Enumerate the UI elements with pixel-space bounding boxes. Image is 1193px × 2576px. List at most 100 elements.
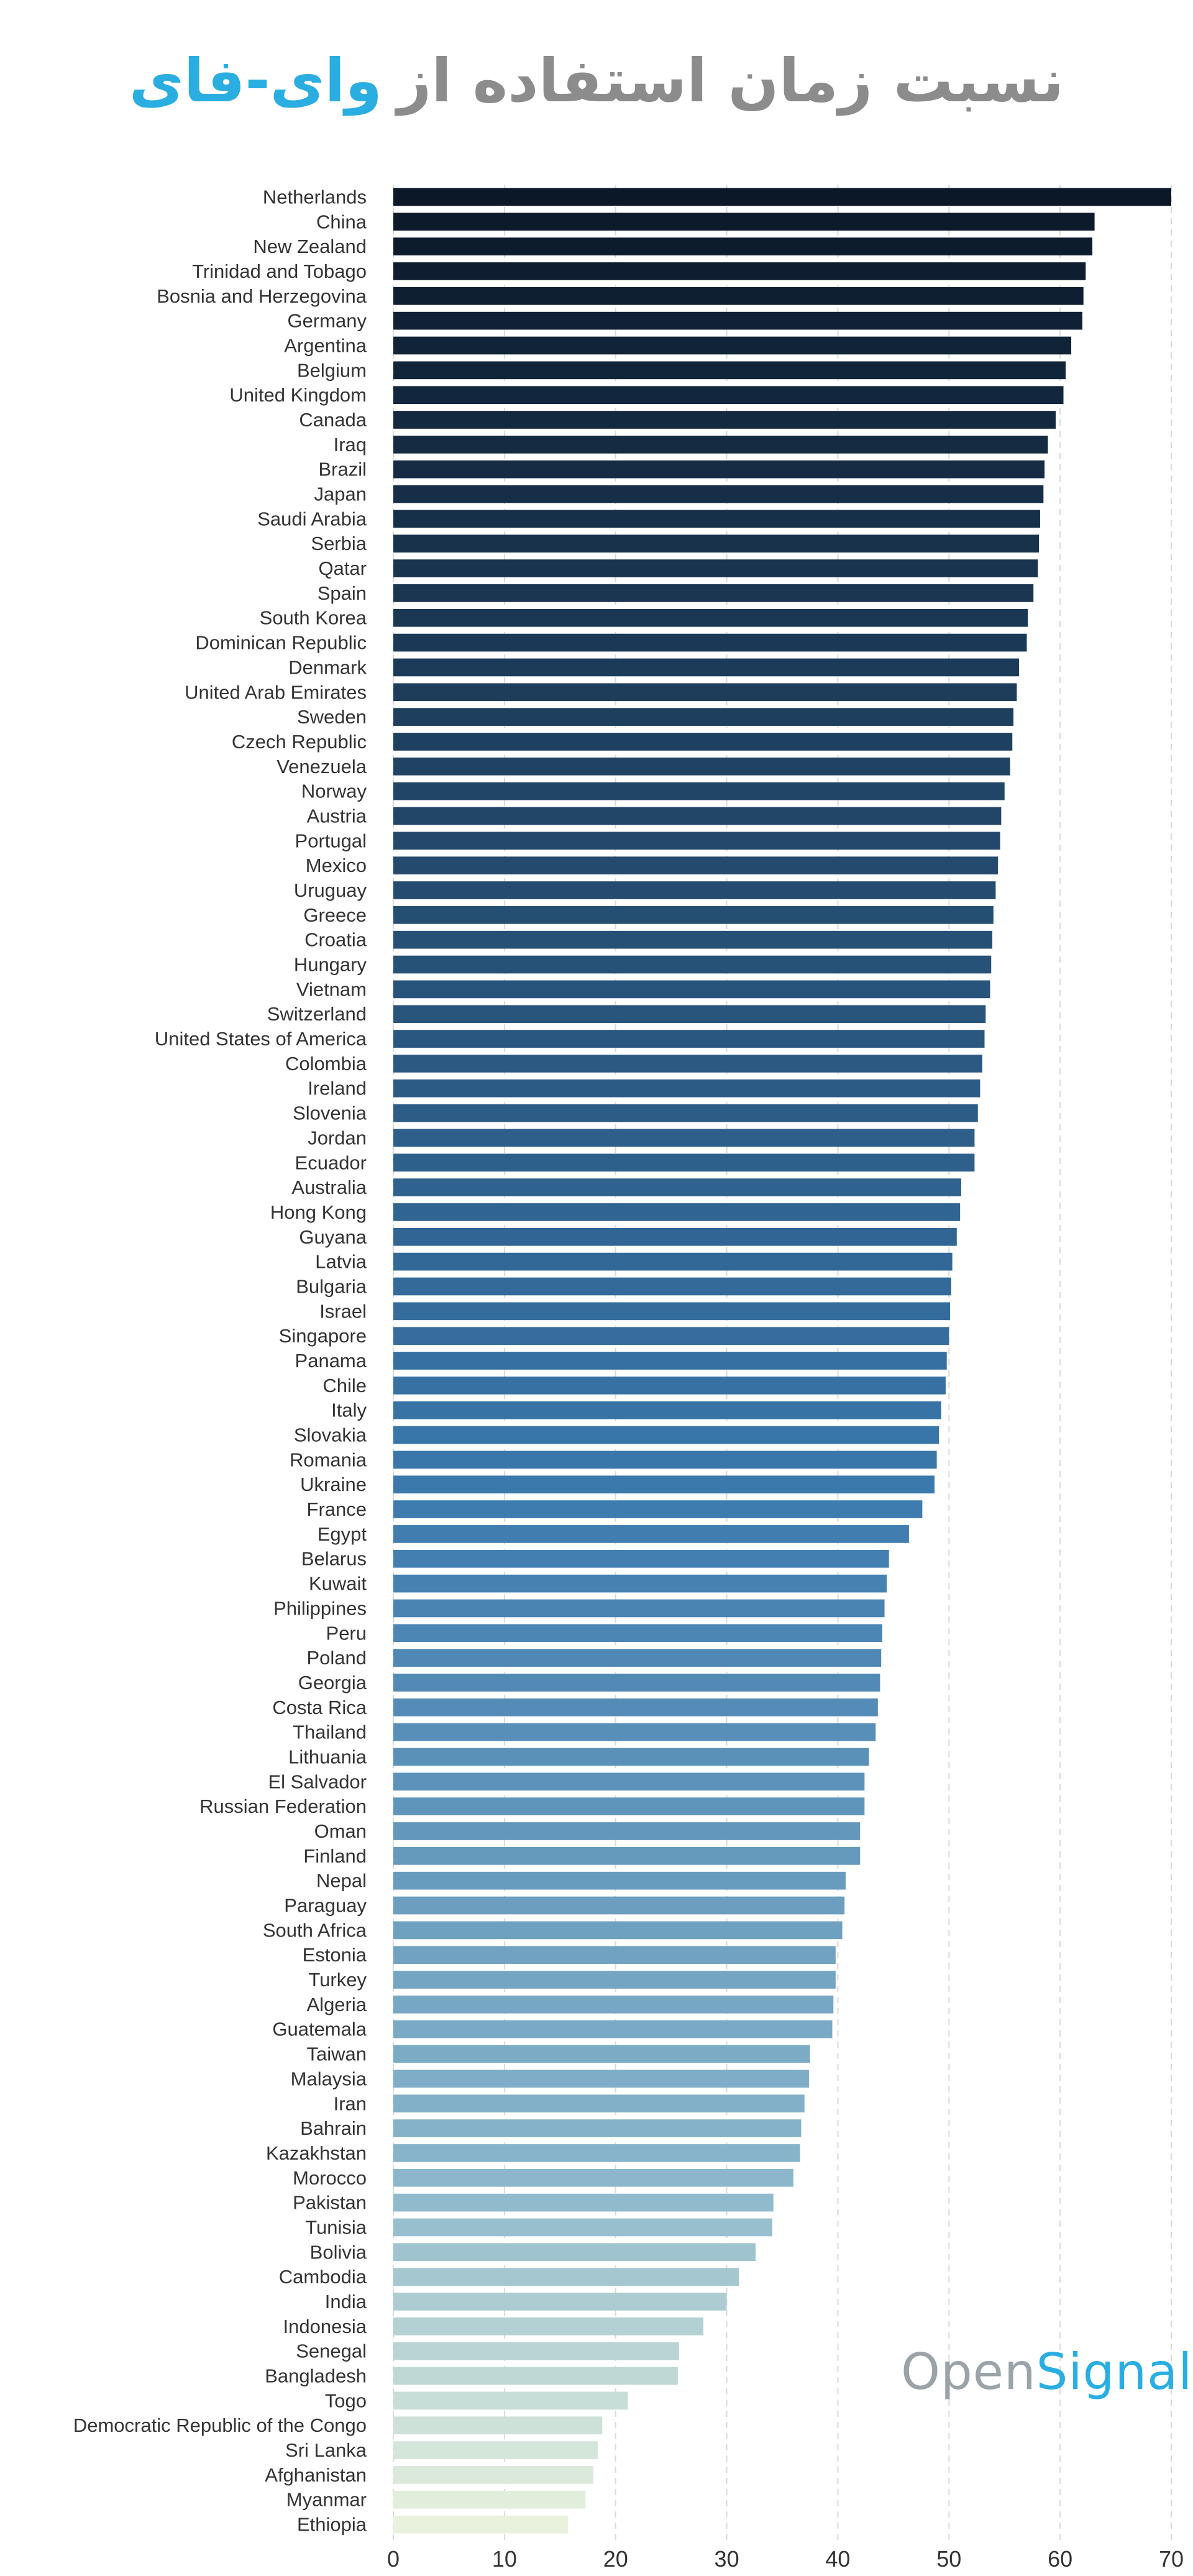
bar bbox=[393, 1030, 985, 1048]
country-label: Chile bbox=[322, 1375, 367, 1396]
bar bbox=[393, 1574, 887, 1593]
country-label: Netherlands bbox=[263, 186, 367, 208]
country-label: Peru bbox=[326, 1622, 367, 1644]
country-label: El Salvador bbox=[268, 1771, 367, 1792]
bar bbox=[393, 1748, 869, 1766]
bar bbox=[393, 1723, 876, 1741]
bar bbox=[393, 1698, 878, 1717]
country-label: Slovakia bbox=[294, 1424, 367, 1446]
bar bbox=[393, 2193, 774, 2212]
country-label: Pakistan bbox=[293, 2192, 367, 2214]
bar bbox=[393, 2416, 603, 2435]
country-label: Belgium bbox=[297, 359, 367, 381]
bar bbox=[393, 757, 1010, 776]
x-tick-label: 60 bbox=[1048, 2546, 1072, 2572]
country-label: Tunisia bbox=[305, 2216, 367, 2238]
country-label: United Arab Emirates bbox=[185, 681, 367, 703]
country-label: France bbox=[307, 1498, 367, 1520]
bar bbox=[393, 1055, 982, 1073]
bar bbox=[393, 633, 1027, 652]
country-label: Qatar bbox=[318, 557, 367, 579]
country-label: Finland bbox=[303, 1845, 367, 1867]
country-label: Dominican Republic bbox=[195, 632, 367, 654]
x-tick-label: 70 bbox=[1159, 2546, 1184, 2572]
bar bbox=[393, 1426, 939, 1444]
country-label: Portugal bbox=[295, 830, 367, 851]
title-accent: وای-فای bbox=[129, 46, 383, 116]
country-label: Malaysia bbox=[291, 2068, 367, 2089]
bar bbox=[393, 188, 1171, 206]
bar bbox=[393, 411, 1056, 429]
bar bbox=[393, 485, 1044, 503]
country-label: Germany bbox=[288, 310, 367, 332]
bar bbox=[393, 262, 1086, 280]
logo-part-open: Open bbox=[901, 2343, 1036, 2401]
x-tick-label: 20 bbox=[603, 2546, 628, 2572]
bar bbox=[393, 2490, 586, 2509]
country-label: Iran bbox=[334, 2092, 367, 2114]
bar bbox=[393, 881, 996, 899]
country-label: Singapore bbox=[279, 1325, 367, 1347]
country-label: Austria bbox=[307, 805, 367, 827]
bar bbox=[393, 2293, 727, 2311]
bar bbox=[393, 1649, 882, 1667]
country-label: Estonia bbox=[303, 1944, 367, 1966]
country-label: Egypt bbox=[318, 1523, 367, 1545]
bar bbox=[393, 311, 1082, 330]
bars-group bbox=[393, 188, 1171, 2534]
country-label: Thailand bbox=[293, 1721, 367, 1743]
country-label: India bbox=[325, 2291, 367, 2312]
country-label: Trinidad and Tobago bbox=[192, 260, 367, 282]
bar bbox=[393, 955, 992, 974]
bar bbox=[393, 608, 1028, 627]
logo-part-signal: Signal bbox=[1036, 2343, 1193, 2401]
country-label: Jordan bbox=[308, 1127, 367, 1148]
country-label: Philippines bbox=[273, 1597, 367, 1619]
bar bbox=[393, 1252, 953, 1271]
bar bbox=[393, 559, 1038, 577]
country-label: New Zealand bbox=[253, 236, 367, 257]
bar bbox=[393, 386, 1064, 405]
bar bbox=[393, 1327, 949, 1345]
bar bbox=[393, 2243, 756, 2262]
bar bbox=[393, 1451, 937, 1469]
x-tick-label: 30 bbox=[715, 2546, 739, 2572]
country-label: Hong Kong bbox=[270, 1201, 367, 1223]
country-label: Australia bbox=[291, 1176, 367, 1198]
bar bbox=[393, 361, 1066, 380]
country-label: Spain bbox=[318, 582, 367, 604]
bar bbox=[393, 2168, 793, 2187]
country-label: Costa Rica bbox=[272, 1697, 367, 1718]
country-label: Turkey bbox=[308, 1969, 367, 1991]
country-label: Ireland bbox=[308, 1078, 367, 1099]
bar bbox=[393, 2317, 704, 2335]
country-label: Switzerland bbox=[267, 1003, 367, 1025]
country-label: Slovenia bbox=[293, 1102, 367, 1124]
country-label: United States of America bbox=[155, 1028, 367, 1050]
country-label: Belarus bbox=[301, 1548, 367, 1570]
bar bbox=[393, 2342, 679, 2360]
country-label: Taiwan bbox=[307, 2043, 367, 2065]
country-label: Saudi Arabia bbox=[257, 508, 367, 529]
chart-title: نسبت زمان استفاده از وای-فای bbox=[0, 25, 1193, 137]
bar bbox=[393, 1178, 961, 1196]
bar bbox=[393, 1079, 980, 1098]
country-label: Myanmar bbox=[286, 2489, 367, 2511]
country-label: Togo bbox=[325, 2390, 367, 2411]
bar bbox=[393, 1822, 861, 1840]
bar bbox=[393, 460, 1045, 479]
bar bbox=[393, 1871, 846, 1890]
country-label: Poland bbox=[306, 1647, 367, 1669]
country-label: Kazakhstan bbox=[266, 2142, 367, 2164]
bar bbox=[393, 1846, 861, 1865]
country-label: Czech Republic bbox=[232, 731, 367, 753]
country-label: Oman bbox=[314, 1820, 367, 1842]
country-label: Bulgaria bbox=[296, 1275, 367, 1297]
bar bbox=[393, 905, 994, 924]
bar bbox=[393, 1203, 961, 1221]
bar bbox=[393, 683, 1017, 702]
country-label: Indonesia bbox=[283, 2316, 367, 2337]
bar bbox=[393, 2119, 802, 2137]
country-label: Russian Federation bbox=[199, 1795, 367, 1817]
bar bbox=[393, 708, 1014, 726]
